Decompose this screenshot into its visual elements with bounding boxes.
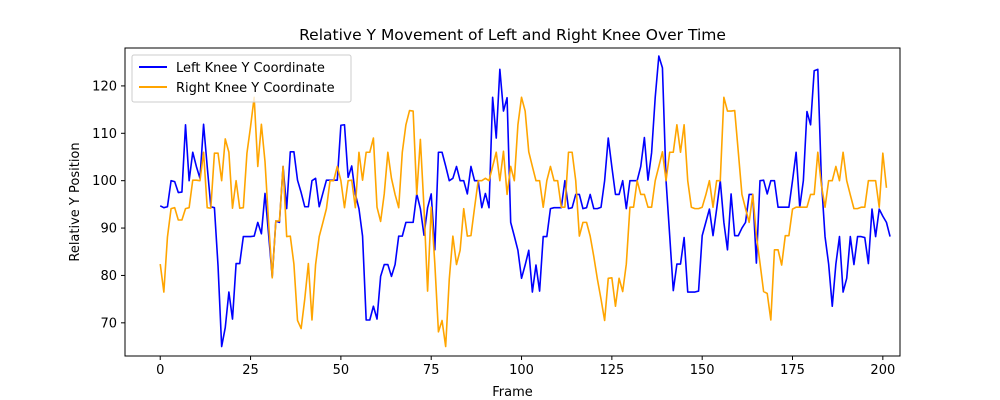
chart-title: Relative Y Movement of Left and Right Kn…: [299, 26, 726, 44]
plot-frame: [124, 47, 901, 357]
y-axis-label: Relative Y Position: [68, 142, 83, 261]
x-tick-label: 175: [780, 363, 805, 378]
y-tick-label: 120: [92, 79, 117, 94]
x-tick-label: 50: [333, 363, 350, 378]
x-tick-label: 25: [242, 363, 259, 378]
y-tick-label: 80: [100, 269, 117, 284]
legend-label-right-knee: Right Knee Y Coordinate: [176, 81, 335, 96]
y-axis: 70 80 90 100 110 120: [92, 79, 125, 331]
x-axis-label: Frame: [492, 385, 533, 400]
x-tick-label: 75: [423, 363, 440, 378]
x-tick-label: 125: [599, 363, 624, 378]
x-axis: 0 25 50 75 100 125 150 175 200: [156, 356, 895, 378]
legend: Left Knee Y Coordinate Right Knee Y Coor…: [131, 54, 352, 103]
x-tick-label: 100: [509, 363, 534, 378]
legend-box: [131, 54, 352, 103]
y-tick-label: 110: [92, 127, 117, 142]
legend-label-left-knee: Left Knee Y Coordinate: [176, 61, 325, 76]
x-tick-label: 150: [690, 363, 715, 378]
series-layer: [159, 55, 891, 348]
series-line-right-knee: [159, 96, 888, 348]
y-tick-label: 70: [100, 316, 117, 331]
x-tick-label: 0: [156, 363, 164, 378]
x-tick-label: 200: [870, 363, 895, 378]
y-tick-label: 90: [100, 222, 117, 237]
y-tick-label: 100: [92, 174, 117, 189]
